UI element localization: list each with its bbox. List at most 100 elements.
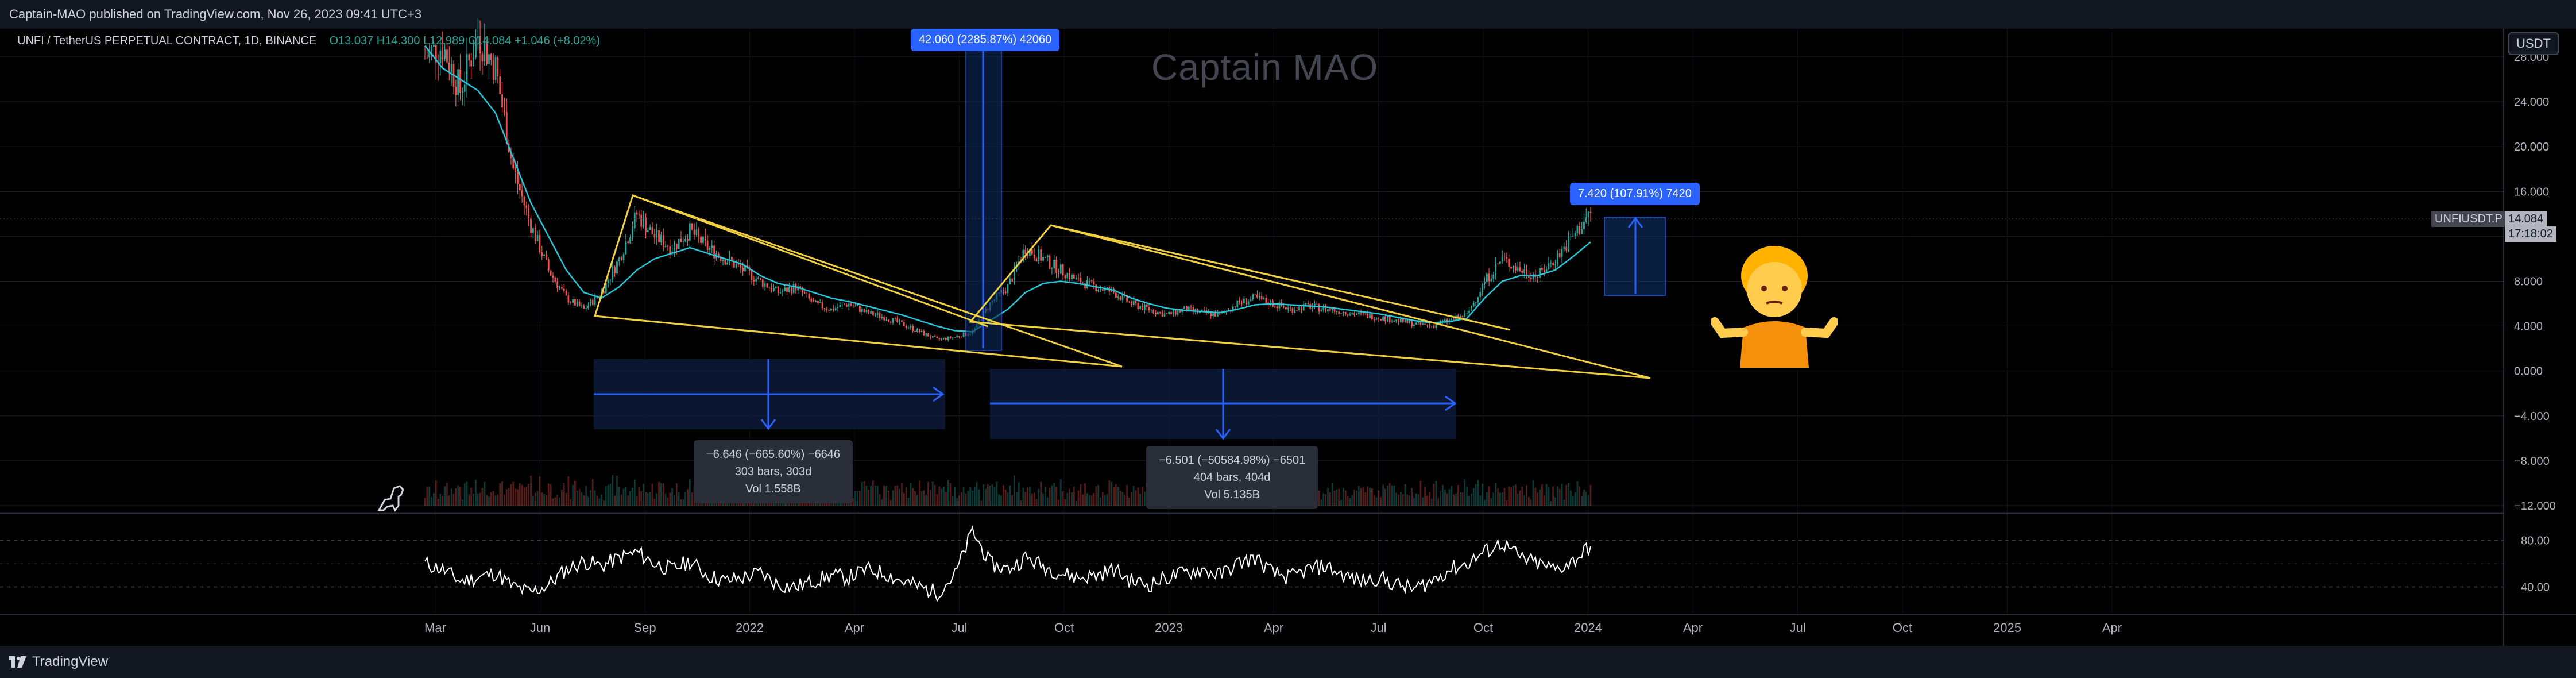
candle-body <box>435 44 437 63</box>
candle-body <box>1461 315 1464 318</box>
candle-body <box>1146 304 1148 307</box>
volume-bar <box>1490 498 1492 506</box>
candle-body <box>534 228 536 241</box>
volume-bar <box>1058 499 1059 506</box>
candle-body <box>618 257 620 261</box>
candle-body <box>854 306 857 307</box>
volume-bar <box>530 475 532 506</box>
candle-body <box>689 223 691 241</box>
candle-body <box>1393 321 1395 322</box>
volume-bar <box>1492 492 1495 506</box>
x-tick-label: Apr <box>1683 621 1703 635</box>
drop-info-box-2: −6.501 (−50584.98%) −6501 404 bars, 404d… <box>1146 446 1318 509</box>
candle-body <box>448 62 450 72</box>
candle-body <box>910 326 912 328</box>
volume-bar <box>508 488 510 506</box>
candle-body <box>755 279 757 282</box>
candle-body <box>753 280 755 282</box>
candle-body <box>826 309 828 310</box>
candle-body <box>1398 319 1399 323</box>
candle-body <box>1302 304 1305 311</box>
candle-body <box>1071 274 1073 279</box>
volume-bar <box>854 491 857 506</box>
candle-body <box>802 287 803 293</box>
candle-body <box>591 299 594 305</box>
volume-bar <box>960 492 962 506</box>
volume-bar <box>1569 490 1572 506</box>
volume-bar <box>645 491 647 506</box>
candle-body <box>799 286 801 288</box>
volume-bar <box>525 487 528 506</box>
volume-bar <box>1073 486 1075 506</box>
candle-body <box>830 308 832 311</box>
candle-body <box>645 217 647 232</box>
volume-bar <box>1038 488 1040 506</box>
x-tick-label: Oct <box>1473 621 1493 635</box>
candle-body <box>528 208 530 218</box>
candle-body <box>1395 319 1398 321</box>
volume-bar <box>1322 493 1325 506</box>
volume-bar <box>1424 487 1426 506</box>
candle-body <box>481 53 484 62</box>
candle-body <box>499 76 501 94</box>
currency-button[interactable]: USDT <box>2508 32 2559 55</box>
volume-bar <box>653 498 656 506</box>
candle-body <box>1049 255 1051 269</box>
ohlc-change: +1.046 (+8.02%) <box>515 34 600 47</box>
candle-body <box>1587 211 1589 218</box>
rsi-tick-label: 80.00 <box>2521 535 2550 548</box>
candle-body <box>1011 279 1014 282</box>
candle-body <box>1055 259 1057 273</box>
volume-bar <box>614 495 616 506</box>
volume-bar <box>1124 495 1126 506</box>
candle-body <box>1484 282 1486 284</box>
candle-body <box>450 64 452 72</box>
volume-bar <box>1545 484 1548 506</box>
x-tick-label: Oct <box>1054 621 1074 635</box>
candle-body <box>1024 249 1027 255</box>
candle-body <box>901 320 903 322</box>
candle-body <box>428 51 431 58</box>
symbol-legend[interactable]: UNFI / TetherUS PERPETUAL CONTRACT, 1D, … <box>17 34 600 48</box>
volume-bar <box>934 484 936 506</box>
volume-bar <box>435 480 437 506</box>
candle-body <box>713 245 715 259</box>
volume-bar <box>543 494 546 506</box>
candle-body <box>1373 319 1375 321</box>
candle-body <box>1325 306 1327 312</box>
volume-bar <box>938 486 941 506</box>
candle-body <box>742 267 744 272</box>
volume-bar <box>1417 494 1419 506</box>
candle-body <box>821 302 823 309</box>
volume-bar <box>1033 492 1035 506</box>
volume-bar <box>1331 482 1333 506</box>
volume-bar <box>1119 491 1121 506</box>
volume-bar <box>636 496 638 506</box>
candle-body <box>1073 274 1075 279</box>
x-tick-label: 2024 <box>1574 621 1602 635</box>
volume-bar <box>1461 492 1464 506</box>
volume-bar <box>627 495 629 506</box>
volume-bar <box>985 488 987 506</box>
candle-body <box>567 295 570 303</box>
candle-body <box>539 234 541 253</box>
candle-body <box>863 309 865 313</box>
candle-body <box>442 50 444 59</box>
volume-bar <box>612 475 614 506</box>
candle-body <box>1247 301 1250 305</box>
x-tick-label: Jul <box>1789 621 1805 635</box>
candle-body <box>1422 323 1424 325</box>
candle-body <box>1053 259 1055 269</box>
candle-body <box>1307 303 1309 304</box>
volume-bar <box>872 480 874 506</box>
footer-brand[interactable]: TradingView <box>32 654 109 669</box>
volume-bar <box>620 494 622 506</box>
volume-bar <box>861 481 863 506</box>
candle-body <box>726 262 729 265</box>
candle-body <box>1210 311 1212 317</box>
volume-bar <box>532 496 534 506</box>
candle-body <box>675 243 678 249</box>
candle-body <box>876 313 879 315</box>
volume-bar <box>1121 492 1124 506</box>
